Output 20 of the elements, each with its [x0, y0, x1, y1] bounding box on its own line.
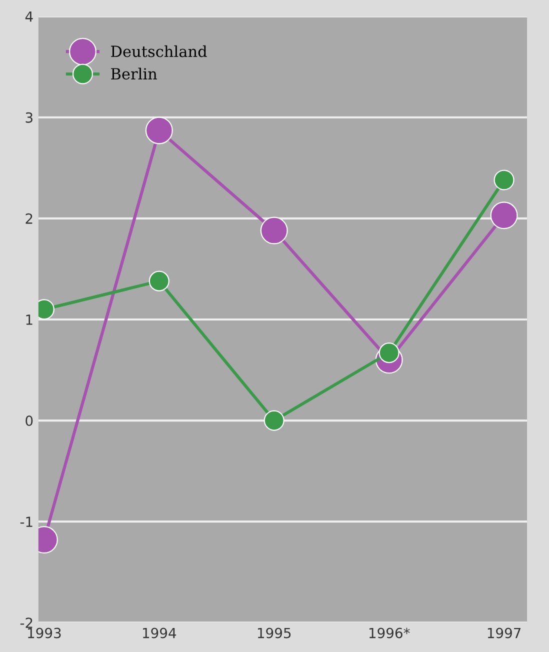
- x-tick-label: 1997: [488, 628, 521, 638]
- point: [264, 410, 284, 431]
- point: [260, 216, 288, 244]
- x-tick-label: 1994: [142, 628, 176, 638]
- x-tick-label: 1993: [28, 628, 61, 638]
- x-tick-label: 1996*: [369, 628, 410, 638]
- x-tick-label: 1995: [258, 628, 291, 638]
- y-tick-label: -1: [20, 516, 32, 527]
- point: [148, 270, 170, 292]
- legend-label: Berlin: [111, 68, 157, 80]
- point: [145, 116, 173, 144]
- y-tick-label: 0: [26, 416, 33, 426]
- point: [490, 202, 518, 230]
- y-tick-label: 1: [26, 314, 32, 325]
- y-tick-label: 3: [26, 112, 32, 123]
- y-tick-label: -2: [20, 618, 32, 628]
- legend-label: Deutschland: [111, 45, 207, 58]
- point: [494, 170, 514, 190]
- y-tick-label: 2: [26, 213, 32, 224]
- y-tick-label: 4: [25, 11, 33, 22]
